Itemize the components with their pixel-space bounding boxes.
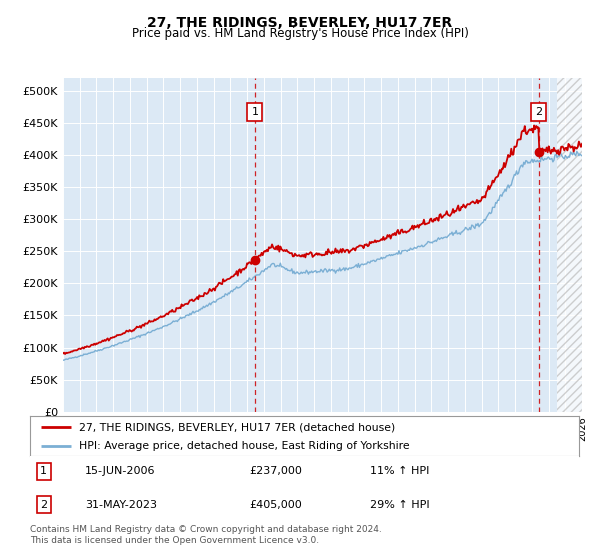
Text: Price paid vs. HM Land Registry's House Price Index (HPI): Price paid vs. HM Land Registry's House … — [131, 27, 469, 40]
Text: 31-MAY-2023: 31-MAY-2023 — [85, 500, 157, 510]
Text: 15-JUN-2006: 15-JUN-2006 — [85, 466, 155, 476]
Text: 1: 1 — [40, 466, 47, 476]
Text: 2: 2 — [40, 500, 47, 510]
Text: 29% ↑ HPI: 29% ↑ HPI — [370, 500, 430, 510]
Text: £237,000: £237,000 — [250, 466, 302, 476]
Text: £405,000: £405,000 — [250, 500, 302, 510]
Text: HPI: Average price, detached house, East Riding of Yorkshire: HPI: Average price, detached house, East… — [79, 441, 410, 451]
Text: Contains HM Land Registry data © Crown copyright and database right 2024.
This d: Contains HM Land Registry data © Crown c… — [30, 525, 382, 545]
Text: 27, THE RIDINGS, BEVERLEY, HU17 7ER: 27, THE RIDINGS, BEVERLEY, HU17 7ER — [148, 16, 452, 30]
Text: 11% ↑ HPI: 11% ↑ HPI — [370, 466, 430, 476]
Text: 1: 1 — [251, 108, 259, 118]
Text: 27, THE RIDINGS, BEVERLEY, HU17 7ER (detached house): 27, THE RIDINGS, BEVERLEY, HU17 7ER (det… — [79, 422, 395, 432]
Text: 2: 2 — [535, 108, 542, 118]
